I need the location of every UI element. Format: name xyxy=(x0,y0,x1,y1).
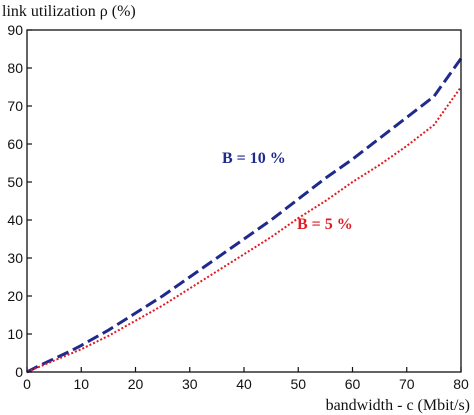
y-tick-label: 10 xyxy=(7,326,23,342)
y-tick-label: 30 xyxy=(7,250,23,266)
series-label-b5: B = 5 % xyxy=(297,216,353,233)
y-tick-label: 60 xyxy=(7,136,23,152)
x-tick-label: 20 xyxy=(128,376,144,392)
series-line-b10 xyxy=(26,57,463,374)
y-tick-label: 70 xyxy=(7,98,23,114)
x-tick-label: 50 xyxy=(290,376,306,392)
plot-frame xyxy=(26,29,462,373)
y-tick-label: 20 xyxy=(7,288,23,304)
y-tick-label: 80 xyxy=(7,60,23,76)
x-axis-label: bandwidth - c (Mbit/s) xyxy=(326,397,470,414)
y-tick-label: 40 xyxy=(7,212,23,228)
x-tick-label: 60 xyxy=(345,376,361,392)
x-tick-label: 0 xyxy=(23,376,31,392)
y-axis-ticks: 0 10 20 30 40 50 60 70 80 90 xyxy=(7,22,32,380)
x-tick-label: 10 xyxy=(73,376,89,392)
x-tick-label: 40 xyxy=(236,376,252,392)
x-axis-ticks: 0 10 20 30 40 50 60 70 80 xyxy=(23,367,469,392)
x-tick-label: 70 xyxy=(399,376,415,392)
y-axis-label: link utilization ρ (%) xyxy=(2,3,136,20)
x-tick-label: 30 xyxy=(182,376,198,392)
series-line-b5 xyxy=(26,86,462,373)
x-tick-label: 80 xyxy=(453,376,469,392)
series-label-b10: B = 10 % xyxy=(222,150,286,167)
y-tick-label: 0 xyxy=(15,364,23,380)
y-tick-label: 90 xyxy=(7,22,23,38)
y-tick-label: 50 xyxy=(7,174,23,190)
series-layer xyxy=(26,57,463,374)
